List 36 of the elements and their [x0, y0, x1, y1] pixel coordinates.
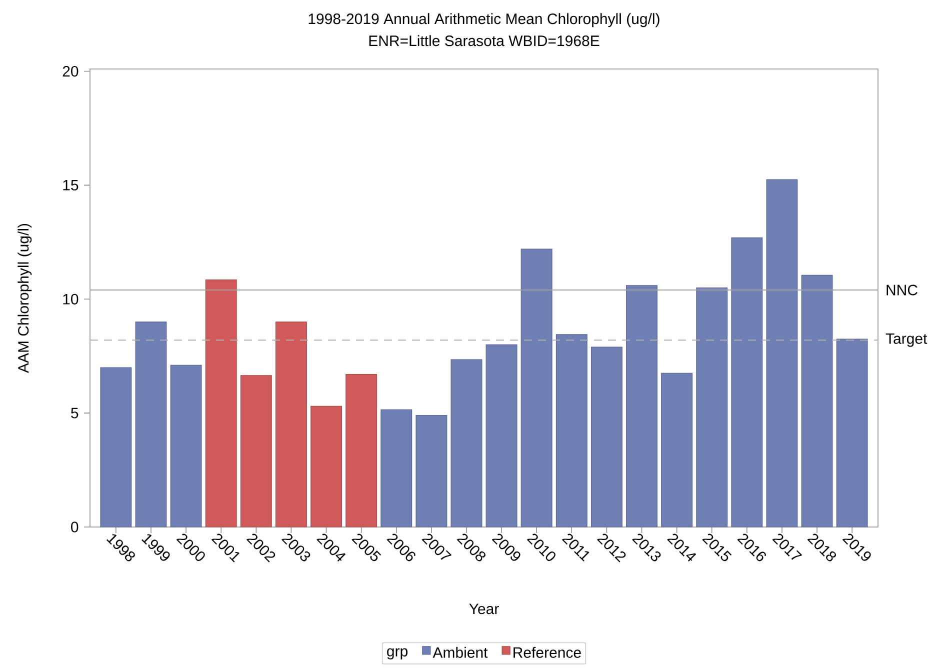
legend-title: grp	[387, 648, 408, 660]
bar	[520, 248, 552, 528]
bar	[346, 374, 378, 528]
bar	[661, 372, 693, 528]
bar	[731, 237, 763, 528]
bar	[380, 409, 412, 528]
bar	[836, 338, 868, 528]
y-tick-label: 15	[63, 180, 78, 190]
bar	[486, 344, 518, 528]
bar	[310, 406, 342, 528]
bar	[240, 375, 272, 528]
bar	[205, 279, 237, 528]
bar	[696, 287, 728, 528]
ref-line-label: NNC	[886, 284, 918, 296]
bar	[135, 322, 167, 528]
bar	[766, 179, 798, 528]
bar	[100, 367, 132, 528]
bar	[416, 415, 448, 528]
bar	[450, 359, 482, 528]
chart-subtitle: ENR=Little Sarasota WBID=1968E	[369, 35, 600, 46]
chart-title: 1998-2019 Annual Arithmetic Mean Chlorophyll (ug/l)	[308, 13, 660, 28]
bar	[556, 334, 588, 528]
legend-label: Ambient	[432, 646, 488, 658]
bar	[275, 322, 307, 528]
bar	[170, 364, 202, 528]
y-tick-label: 10	[63, 294, 78, 304]
bar	[801, 274, 833, 528]
legend-label: Reference	[514, 646, 581, 658]
y-axis-title: AAM Chlorophyll (ug/l)	[18, 224, 32, 373]
ref-line-label: Target	[886, 333, 928, 347]
bar	[626, 285, 658, 528]
y-tick-label: 5	[71, 408, 78, 418]
x-axis-title: Year	[469, 604, 499, 614]
y-tick-label: 20	[62, 66, 78, 77]
bar	[590, 346, 622, 528]
y-tick-label: 0	[71, 522, 78, 532]
